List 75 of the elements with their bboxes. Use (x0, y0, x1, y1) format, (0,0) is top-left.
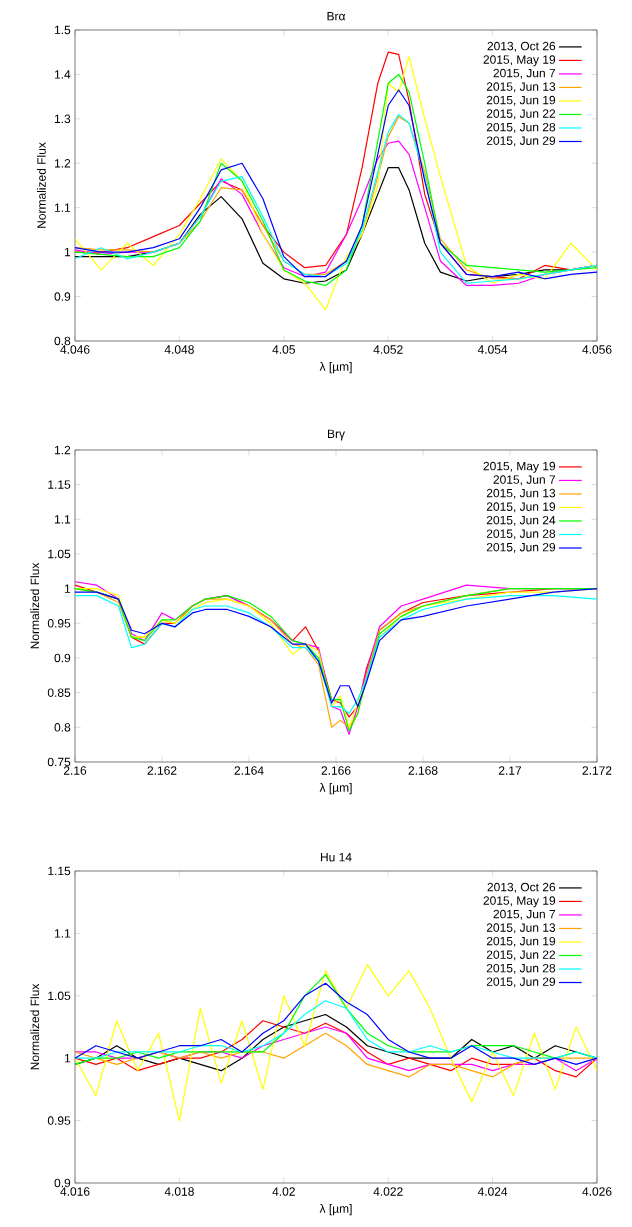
legend-label: 2015, Jun 19 (486, 936, 556, 947)
legend-label: 2015, Jun 22 (486, 109, 556, 120)
legend-label: 2015, May 19 (483, 55, 556, 67)
legend-label: 2015, Jun 29 (486, 136, 556, 147)
x-axis-title: λ [µm] (319, 1204, 352, 1216)
y-tick-label: 1.5 (54, 25, 71, 35)
y-axis-title: Normalized Flux (30, 983, 40, 1070)
legend-label: 2015, Jun 28 (486, 529, 556, 540)
x-tick-label: 4.024 (477, 1187, 508, 1196)
y-tick-label: 1.15 (48, 866, 71, 876)
y-tick-label: 1.4 (54, 70, 71, 79)
x-tick-label: 2.16 (63, 766, 87, 775)
y-tick-label: 1 (64, 584, 71, 593)
legend-label: 2015, May 19 (483, 896, 556, 908)
legend-label: 2013, Oct 26 (487, 882, 556, 893)
y-tick-label: 1.1 (54, 203, 71, 212)
legend-label: 2015, Jun 19 (486, 502, 556, 513)
y-tick-label: 1.05 (48, 991, 71, 1001)
legend-label: 2015, Jun 28 (486, 122, 556, 133)
x-tick-label: 4.056 (582, 345, 612, 354)
x-axis-title: λ [µm] (319, 783, 352, 795)
legend-label: 2015, Jun 29 (486, 542, 556, 553)
legend-label: 2015, Jun 7 (493, 909, 556, 920)
x-tick-label: 4.018 (164, 1187, 194, 1196)
y-tick-label: 0.9 (54, 1178, 71, 1188)
legend-label: 2015, Jun 13 (486, 488, 556, 499)
x-axis-title: λ [µm] (319, 362, 352, 374)
legend-label: 2013, Oct 26 (487, 41, 556, 52)
y-tick-label: 1.1 (54, 515, 71, 524)
chart-title: Brγ (327, 429, 345, 441)
legend-label: 2015, Jun 22 (486, 950, 556, 961)
x-tick-label: 4.02 (272, 1187, 295, 1196)
x-tick-label: 2.164 (234, 766, 264, 775)
x-tick-label: 2.17 (498, 766, 522, 775)
y-tick-label: 1.1 (54, 929, 71, 938)
y-tick-label: 1 (64, 1054, 71, 1063)
legend-label: 2015, Jun 13 (486, 923, 556, 934)
y-tick-label: 1.05 (48, 549, 71, 559)
legend-label: 2015, Jun 7 (493, 475, 556, 486)
x-tick-label: 4.054 (477, 345, 508, 354)
x-tick-label: 2.172 (582, 766, 612, 775)
y-axis-title: Normalized Flux (36, 142, 46, 228)
legend-label: 2015, Jun 28 (486, 963, 556, 974)
y-tick-label: 1 (64, 248, 71, 257)
y-tick-label: 1.15 (48, 480, 71, 489)
legend-label: 2015, May 19 (483, 461, 556, 473)
x-tick-label: 4.022 (373, 1187, 403, 1196)
x-tick-label: 4.026 (582, 1187, 612, 1196)
x-tick-label: 4.05 (272, 345, 295, 354)
legend-label: 2015, Jun 29 (486, 977, 556, 988)
y-tick-label: 0.75 (47, 757, 71, 767)
x-tick-label: 4.052 (373, 345, 403, 354)
x-tick-label: 2.162 (147, 766, 177, 775)
x-tick-label: 2.166 (321, 766, 351, 775)
legend-label: 2015, Jun 19 (486, 95, 556, 106)
x-tick-label: 4.048 (164, 345, 194, 354)
y-tick-label: 0.8 (54, 336, 71, 346)
y-tick-label: 1.2 (54, 445, 71, 455)
chart-title: Hu 14 (320, 853, 352, 862)
chart-title: Brα (327, 12, 346, 21)
y-tick-label: 0.9 (54, 653, 71, 663)
x-tick-label: 4.016 (60, 1187, 90, 1196)
y-tick-label: 0.9 (54, 292, 71, 301)
y-axis-title: Normalized Flux (30, 562, 40, 649)
legend-label: 2015, Jun 13 (486, 82, 556, 93)
x-tick-label: 2.168 (408, 766, 438, 775)
y-tick-label: 1.3 (54, 114, 71, 124)
y-tick-label: 0.95 (47, 619, 71, 628)
x-tick-label: 4.046 (60, 345, 90, 354)
legend-label: 2015, Jun 7 (493, 68, 556, 79)
y-tick-label: 0.85 (47, 688, 71, 697)
y-tick-label: 0.8 (54, 723, 71, 732)
y-tick-label: 1.2 (54, 159, 71, 168)
y-tick-label: 0.95 (47, 1116, 71, 1125)
legend-label: 2015, Jun 24 (486, 515, 556, 526)
